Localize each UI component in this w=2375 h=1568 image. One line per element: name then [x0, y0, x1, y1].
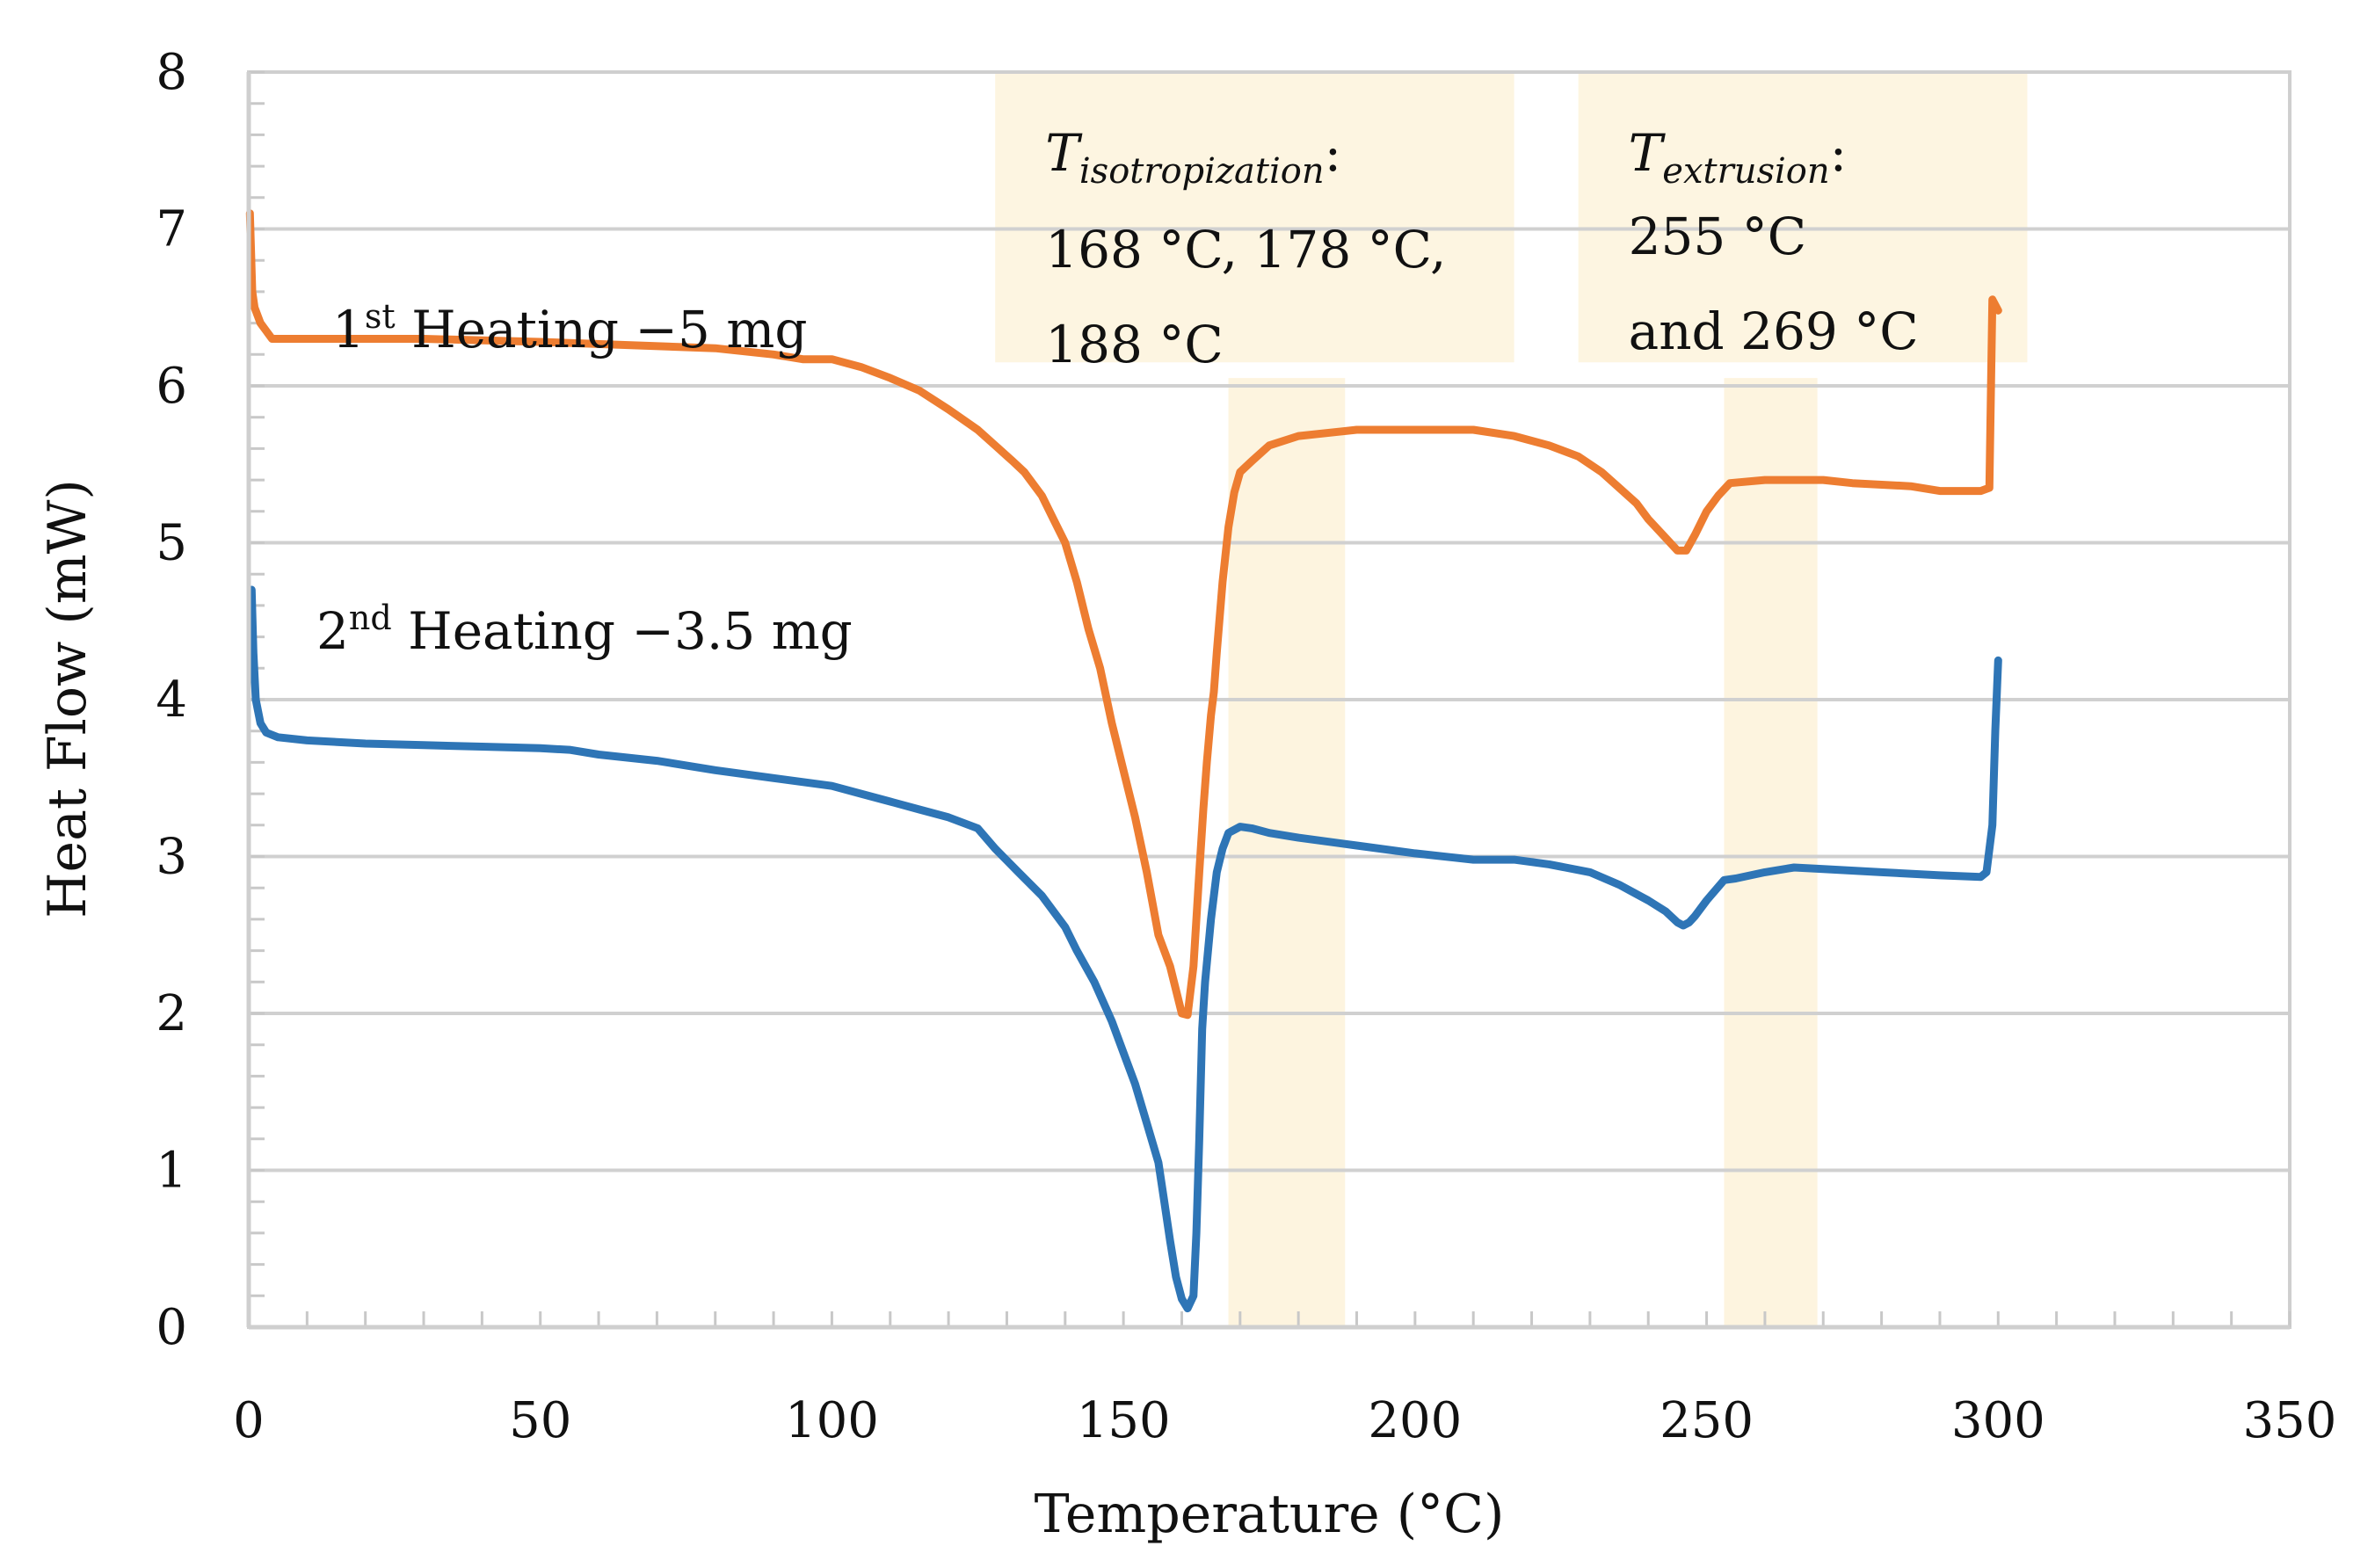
tick-labels: 0 1 2 3 4 5 6 7 8 0 50 100 150 200 250 300 350 — [156, 44, 2336, 1449]
annotation-line-extrusion-2: and 269 °C — [1629, 301, 1919, 361]
x-tick-label-200: 200 — [1368, 1392, 1462, 1449]
x-tick-label-150: 150 — [1077, 1392, 1171, 1449]
shaded-band-1 — [1228, 378, 1346, 1328]
series-label-text: Heating −3.5 mg — [392, 601, 853, 661]
annotation-line-extrusion-1: 255 °C — [1629, 207, 1807, 266]
annotation-box-extrusion — [1578, 72, 2028, 363]
annotation-box-isotropization — [995, 72, 1514, 363]
annotation-symbol: T — [1045, 123, 1083, 183]
x-tick-label-50: 50 — [509, 1392, 571, 1449]
y-tick-label-4: 4 — [156, 671, 187, 729]
annotation-title-isotropization: Tisotropization: — [1045, 123, 1341, 192]
series-line-1 — [245, 209, 2002, 1020]
y-tick-label-5: 5 — [156, 515, 187, 572]
y-tick-label-0: 0 — [156, 1299, 187, 1356]
annotation-subscript: isotropization — [1079, 151, 1325, 192]
y-tick-label-3: 3 — [156, 829, 187, 886]
y-axis-title: Heat Flow (mW) — [37, 479, 98, 918]
series-label-2: 2nd Heating −3.5 mg — [316, 599, 853, 661]
y-tick-label-7: 7 — [156, 201, 187, 258]
annotation-line-isotropization-1: 168 °C, 178 °C, — [1045, 220, 1446, 279]
gridlines — [249, 227, 2290, 1172]
series-label-number: 1 — [332, 300, 365, 359]
annotation-line-isotropization-2: 188 °C — [1045, 315, 1224, 374]
x-tick-label-250: 250 — [1660, 1392, 1754, 1449]
x-tick-label-350: 350 — [2243, 1392, 2337, 1449]
series-line-2 — [247, 585, 2002, 1313]
y-tick-label-8: 8 — [156, 44, 187, 101]
y-tick-label-6: 6 — [156, 358, 187, 415]
x-axis-title: Temperature (°C) — [1035, 1484, 1505, 1545]
series-label-text: Heating −5 mg — [396, 300, 808, 359]
x-tick-label-0: 0 — [233, 1392, 265, 1449]
series-label-superscript: st — [365, 297, 396, 336]
annotation-symbol: T — [1629, 123, 1667, 183]
series-label-number: 2 — [316, 601, 349, 661]
annotation-title-extrusion: Textrusion: — [1629, 123, 1848, 192]
annotation-colon: : — [1325, 123, 1342, 183]
x-tick-label-100: 100 — [785, 1392, 879, 1449]
shaded-regions — [995, 72, 2028, 1328]
axis-minor-ticks — [247, 70, 2291, 1329]
series-label-1: 1st Heating −5 mg — [332, 297, 807, 359]
x-tick-label-300: 300 — [1951, 1392, 2045, 1449]
annotations: Tisotropization: 168 °C, 178 °C, 188 °C Tex… — [1045, 123, 1918, 374]
annotation-subscript: extrusion — [1662, 151, 1829, 192]
shaded-band-2 — [1724, 378, 1818, 1328]
series-label-superscript: nd — [349, 599, 392, 637]
series-labels: 1st Heating −5 mg 2nd Heating −3.5 mg — [316, 297, 853, 661]
series-lines — [245, 209, 2002, 1313]
y-tick-label-2: 2 — [156, 985, 187, 1042]
y-tick-label-1: 1 — [156, 1143, 187, 1200]
annotation-colon: : — [1830, 123, 1848, 183]
